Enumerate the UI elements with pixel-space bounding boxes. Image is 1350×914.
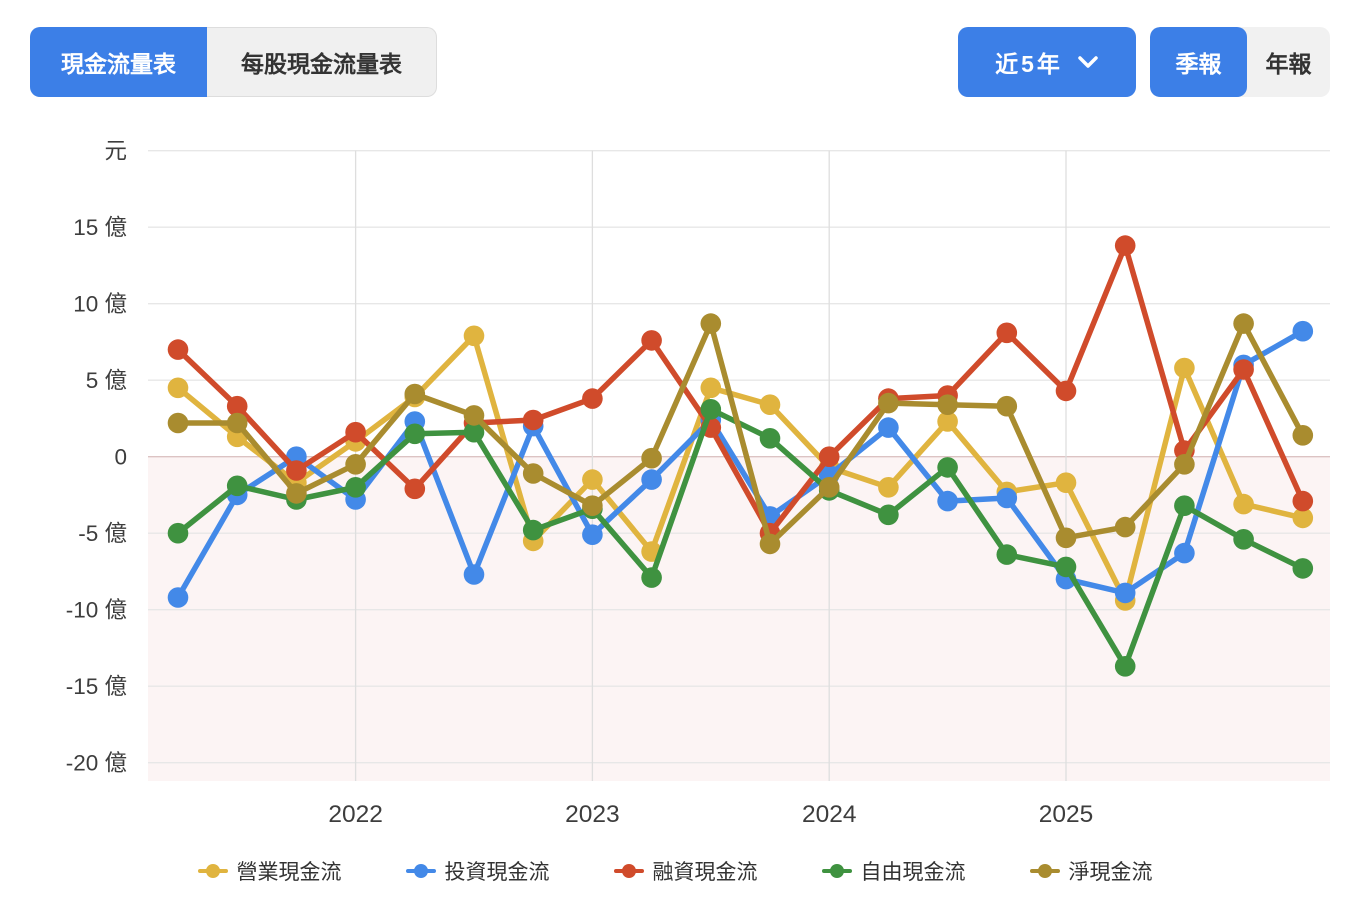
data-point-4-4 <box>405 384 426 405</box>
data-point-4-16 <box>1115 517 1136 538</box>
data-point-4-12 <box>878 393 899 414</box>
y-axis-unit-label: 元 <box>104 139 127 164</box>
data-point-2-3 <box>345 422 366 443</box>
data-point-3-17 <box>1174 495 1195 516</box>
data-point-0-9 <box>701 378 722 399</box>
data-point-1-16 <box>1115 583 1136 604</box>
data-point-3-10 <box>760 428 781 449</box>
legend-label: 淨現金流 <box>1069 856 1153 886</box>
y-axis-tick-0: 0 <box>114 445 127 470</box>
data-point-4-6 <box>523 463 544 484</box>
legend-marker-icon <box>1030 863 1060 879</box>
data-point-1-19 <box>1293 321 1314 342</box>
data-point-2-19 <box>1293 491 1314 512</box>
data-point-4-19 <box>1293 425 1314 446</box>
y-axis-tick--20: -20 億 <box>66 751 127 776</box>
data-point-4-0 <box>168 413 189 434</box>
data-point-3-13 <box>937 457 958 478</box>
data-point-0-17 <box>1174 358 1195 379</box>
legend-item-1[interactable]: 投資現金流 <box>406 856 550 886</box>
data-point-2-18 <box>1233 359 1254 380</box>
data-point-3-0 <box>168 523 189 544</box>
data-point-0-18 <box>1233 494 1254 515</box>
x-axis-label-2025: 2025 <box>1039 801 1094 828</box>
data-point-4-1 <box>227 413 248 434</box>
data-point-0-10 <box>760 394 781 415</box>
y-axis-tick--5: -5 億 <box>78 521 127 546</box>
data-point-2-8 <box>641 330 662 351</box>
data-point-2-2 <box>286 460 307 481</box>
legend-marker-icon <box>406 863 436 879</box>
data-point-3-15 <box>1056 557 1077 578</box>
data-point-3-1 <box>227 476 248 497</box>
data-point-4-5 <box>464 405 485 426</box>
data-point-2-11 <box>819 446 840 467</box>
data-point-2-7 <box>582 388 603 409</box>
legend-label: 融資現金流 <box>653 856 758 886</box>
x-axis-label-2023: 2023 <box>565 801 620 828</box>
data-point-3-12 <box>878 505 899 526</box>
x-axis-label-2022: 2022 <box>328 801 383 828</box>
y-axis-tick-15: 15 億 <box>73 215 127 240</box>
data-point-0-5 <box>464 326 485 347</box>
chart-legend: 營業現金流 投資現金流 融資現金流 自由現金流 淨現金流 <box>0 856 1350 886</box>
data-point-1-17 <box>1174 543 1195 564</box>
legend-label: 營業現金流 <box>237 856 342 886</box>
data-point-3-18 <box>1233 529 1254 550</box>
data-point-1-12 <box>878 417 899 438</box>
legend-marker-icon <box>614 863 644 879</box>
data-point-4-10 <box>760 534 781 555</box>
data-point-2-6 <box>523 410 544 431</box>
legend-item-4[interactable]: 淨現金流 <box>1030 856 1153 886</box>
data-point-0-12 <box>878 477 899 498</box>
legend-item-0[interactable]: 營業現金流 <box>198 856 342 886</box>
data-point-4-3 <box>345 454 366 475</box>
data-point-4-18 <box>1233 313 1254 334</box>
legend-label: 投資現金流 <box>445 856 550 886</box>
data-point-1-13 <box>937 491 958 512</box>
data-point-4-2 <box>286 483 307 504</box>
data-point-4-17 <box>1174 454 1195 475</box>
data-point-1-0 <box>168 587 189 608</box>
data-point-3-9 <box>701 399 722 420</box>
data-point-3-3 <box>345 477 366 498</box>
data-point-1-5 <box>464 564 485 585</box>
data-point-4-15 <box>1056 528 1077 549</box>
cashflow-line-chart: 2022 2023 2024 2025 15 億 10 億 5 億 0 -5 億 -10 億 -15… <box>0 0 1350 914</box>
data-point-4-13 <box>937 394 958 415</box>
data-point-4-9 <box>701 313 722 334</box>
data-point-1-14 <box>997 488 1018 509</box>
legend-marker-icon <box>822 863 852 879</box>
data-point-3-19 <box>1293 558 1314 579</box>
legend-item-2[interactable]: 融資現金流 <box>614 856 758 886</box>
data-point-3-4 <box>405 424 426 445</box>
data-point-3-6 <box>523 520 544 541</box>
data-point-1-7 <box>582 524 603 545</box>
data-point-3-14 <box>997 544 1018 565</box>
data-point-0-0 <box>168 378 189 399</box>
legend-marker-icon <box>198 863 228 879</box>
data-point-2-0 <box>168 339 189 360</box>
y-axis-tick--15: -15 億 <box>66 674 127 699</box>
legend-label: 自由現金流 <box>861 856 966 886</box>
data-point-4-11 <box>819 477 840 498</box>
data-point-2-4 <box>405 479 426 500</box>
negative-region <box>148 457 1330 781</box>
y-axis-tick--10: -10 億 <box>66 598 127 623</box>
data-point-4-7 <box>582 495 603 516</box>
data-point-1-8 <box>641 469 662 490</box>
data-point-0-7 <box>582 469 603 490</box>
data-point-3-8 <box>641 567 662 588</box>
data-point-2-15 <box>1056 381 1077 402</box>
legend-item-3[interactable]: 自由現金流 <box>822 856 966 886</box>
x-axis-label-2024: 2024 <box>802 801 857 828</box>
data-point-3-16 <box>1115 656 1136 677</box>
y-axis-tick-5: 5 億 <box>86 368 127 393</box>
data-point-2-16 <box>1115 235 1136 256</box>
data-point-4-14 <box>997 396 1018 417</box>
data-point-2-14 <box>997 323 1018 344</box>
y-axis-tick-10: 10 億 <box>73 292 127 317</box>
data-point-0-15 <box>1056 472 1077 493</box>
data-point-4-8 <box>641 448 662 469</box>
